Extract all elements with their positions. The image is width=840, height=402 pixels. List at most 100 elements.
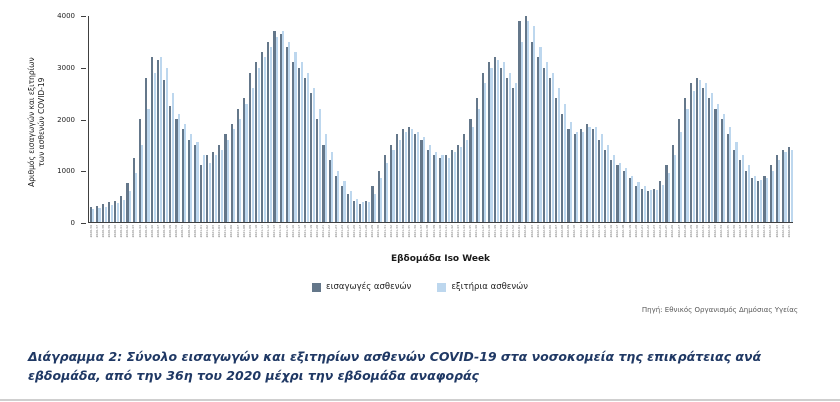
bar-discharges	[404, 131, 407, 222]
x-tick-label: 2021-11	[260, 225, 265, 238]
bar-discharges	[668, 173, 671, 222]
bar-discharges	[655, 190, 658, 222]
x-tick-label: 2021-31	[382, 225, 387, 238]
bar-admissions	[322, 144, 325, 222]
bar-discharges	[239, 119, 242, 222]
x-tick-label: 2021-47	[480, 225, 485, 238]
bar-group	[665, 16, 671, 222]
bar-discharges	[661, 184, 665, 222]
bar-group	[107, 16, 113, 222]
bar-admissions	[500, 67, 503, 222]
x-tick-label: 2022-04	[535, 225, 540, 238]
bar-discharges	[374, 193, 377, 222]
x-tick-label: 2022-08	[560, 225, 565, 238]
bar-discharges	[159, 57, 162, 222]
bar-admissions	[285, 46, 288, 222]
bar-group	[677, 16, 683, 222]
x-tick-label: 2021-18	[302, 225, 307, 238]
source-note: Πηγή: Εθνικός Οργανισμός Δημόσιας Υγείας	[641, 306, 798, 314]
bar-admissions	[334, 175, 337, 222]
bar-admissions	[726, 134, 729, 222]
bar-group	[267, 16, 273, 222]
x-tick-label: 2021-15	[284, 225, 289, 238]
x-tick-label: 2022-10	[572, 225, 577, 238]
x-tick-label: 2020-53	[192, 225, 197, 238]
bar-admissions	[230, 124, 233, 222]
bar-admissions	[402, 129, 405, 222]
bar-discharges	[416, 131, 420, 222]
bar-admissions	[567, 129, 570, 222]
bar-discharges	[361, 202, 364, 222]
x-tick-label: 2020-39	[106, 225, 111, 238]
bar-discharges	[484, 82, 487, 222]
bar-group	[365, 16, 371, 222]
bar-discharges	[753, 175, 756, 222]
bar-group	[444, 16, 450, 222]
bar-discharges	[135, 173, 138, 222]
bar-admissions	[493, 57, 497, 222]
bar-discharges	[563, 103, 567, 222]
bar-group	[732, 16, 738, 222]
bar-discharges	[190, 134, 193, 222]
x-tick-label: 2020-40	[113, 225, 118, 238]
x-tick-label: 2021-39	[431, 225, 436, 238]
chart-legend: εισαγωγές ασθενών εξιτήρια ασθενών	[0, 282, 840, 292]
x-tick-label: 2021-29	[370, 225, 375, 238]
x-tick-label: 2021-23	[333, 225, 338, 238]
bar-discharges	[220, 149, 224, 222]
bar-discharges	[790, 149, 793, 222]
bar-group	[230, 16, 236, 222]
bar-group	[95, 16, 101, 222]
bar-discharges	[122, 200, 126, 222]
x-tick-label: 2021-43	[456, 225, 461, 238]
x-tick-label: 2021-10	[253, 225, 258, 238]
bar-admissions	[126, 183, 129, 222]
x-tick-label: 2020-50	[174, 225, 179, 238]
bar-group	[169, 16, 175, 222]
bar-group	[408, 16, 414, 222]
y-tick-mark	[81, 223, 86, 224]
bar-group	[193, 16, 199, 222]
bar-admissions	[408, 126, 411, 222]
bar-group	[426, 16, 432, 222]
bar-admissions	[144, 77, 147, 222]
bar-group	[640, 16, 646, 222]
bar-discharges	[251, 88, 254, 222]
bar-group	[769, 16, 775, 222]
bar-admissions	[591, 129, 595, 222]
bar-discharges	[686, 108, 689, 222]
x-tick-label: 2020-51	[180, 225, 185, 238]
bar-admissions	[328, 160, 331, 222]
bar-discharges	[214, 155, 217, 222]
bar-group	[285, 16, 291, 222]
bar-group	[493, 16, 499, 222]
bar-admissions	[444, 155, 448, 222]
bar-discharges	[349, 191, 352, 222]
bar-admissions	[212, 152, 215, 222]
bar-discharges	[331, 152, 334, 222]
bar-group	[261, 16, 267, 222]
bar-admissions	[751, 178, 754, 222]
bar-admissions	[665, 165, 668, 222]
bar-admissions	[150, 57, 154, 222]
bar-group	[512, 16, 518, 222]
bar-admissions	[732, 149, 735, 222]
bar-discharges	[747, 165, 750, 222]
bar-admissions	[304, 77, 307, 222]
bar-admissions	[273, 31, 276, 222]
bar-admissions	[340, 185, 343, 222]
bar-discharges	[576, 131, 579, 222]
x-tick-label: 2021-07	[235, 225, 240, 238]
x-tick-label: 2022-27	[676, 225, 681, 238]
bar-discharges	[723, 113, 726, 222]
x-tick-label: 2021-16	[290, 225, 295, 238]
bar-group	[555, 16, 561, 222]
x-tick-label: 2021-05	[223, 225, 228, 238]
bar-discharges	[588, 126, 591, 222]
bar-group	[671, 16, 677, 222]
x-tick-label: 2020-36	[88, 225, 93, 238]
bar-group	[297, 16, 303, 222]
bar-discharges	[698, 80, 701, 222]
bar-group	[450, 16, 456, 222]
bar-discharges	[355, 198, 358, 222]
